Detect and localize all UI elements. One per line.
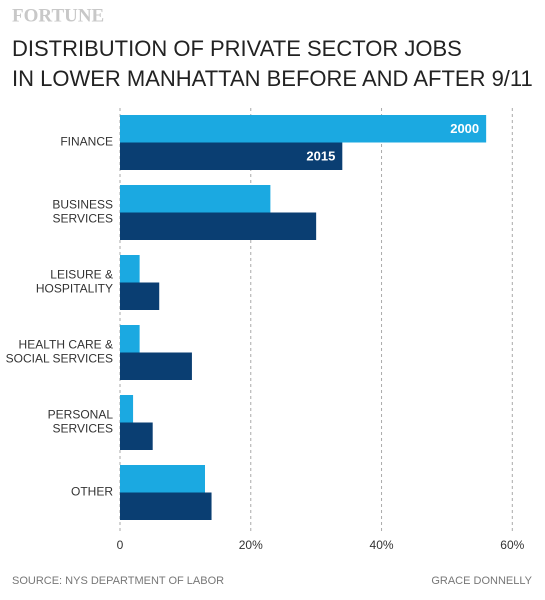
category-line: SERVICES — [53, 422, 113, 436]
legend-label: 2000 — [450, 121, 479, 136]
x-tick-label: 0 — [117, 538, 124, 552]
bar — [120, 422, 153, 450]
category-label: PERSONAL SERVICES — [48, 408, 114, 436]
brand: FORTUNE — [12, 5, 104, 26]
bar — [120, 282, 160, 310]
bar — [120, 115, 487, 143]
category-line: BUSINESS — [52, 198, 113, 212]
category-line: HEALTH CARE & — [19, 338, 113, 352]
legend-label: 2015 — [306, 149, 335, 164]
bar — [120, 142, 343, 170]
bar — [120, 492, 212, 520]
bar — [120, 212, 317, 240]
category-line: PERSONAL — [48, 408, 114, 422]
category-label: OTHER — [71, 485, 113, 499]
category-label: LEISURE & HOSPITALITY — [36, 268, 113, 296]
category-line: HOSPITALITY — [36, 282, 113, 296]
category-line: FINANCE — [60, 135, 113, 149]
bar — [120, 255, 140, 283]
category-label: HEALTH CARE & SOCIAL SERVICES — [6, 338, 113, 366]
category-line: OTHER — [71, 485, 113, 499]
bar — [120, 185, 271, 213]
category-line: SOCIAL SERVICES — [6, 352, 113, 366]
bar — [120, 465, 205, 493]
chart-title: IN LOWER MANHATTAN BEFORE AND AFTER 9/11 — [12, 66, 533, 91]
credit: GRACE DONNELLY — [431, 575, 532, 587]
category-label: FINANCE — [60, 135, 113, 149]
category-line: SERVICES — [53, 212, 113, 226]
bar — [120, 395, 134, 423]
x-tick-label: 20% — [239, 538, 263, 552]
chart-title: DISTRIBUTION OF PRIVATE SECTOR JOBS — [12, 36, 462, 61]
category-line: LEISURE & — [50, 268, 113, 282]
x-tick-label: 40% — [370, 538, 394, 552]
source: SOURCE: NYS DEPARTMENT OF LABOR — [12, 575, 224, 587]
bar — [120, 352, 192, 380]
bar — [120, 325, 140, 353]
category-label: BUSINESS SERVICES — [52, 198, 113, 226]
x-tick-label: 60% — [500, 538, 524, 552]
